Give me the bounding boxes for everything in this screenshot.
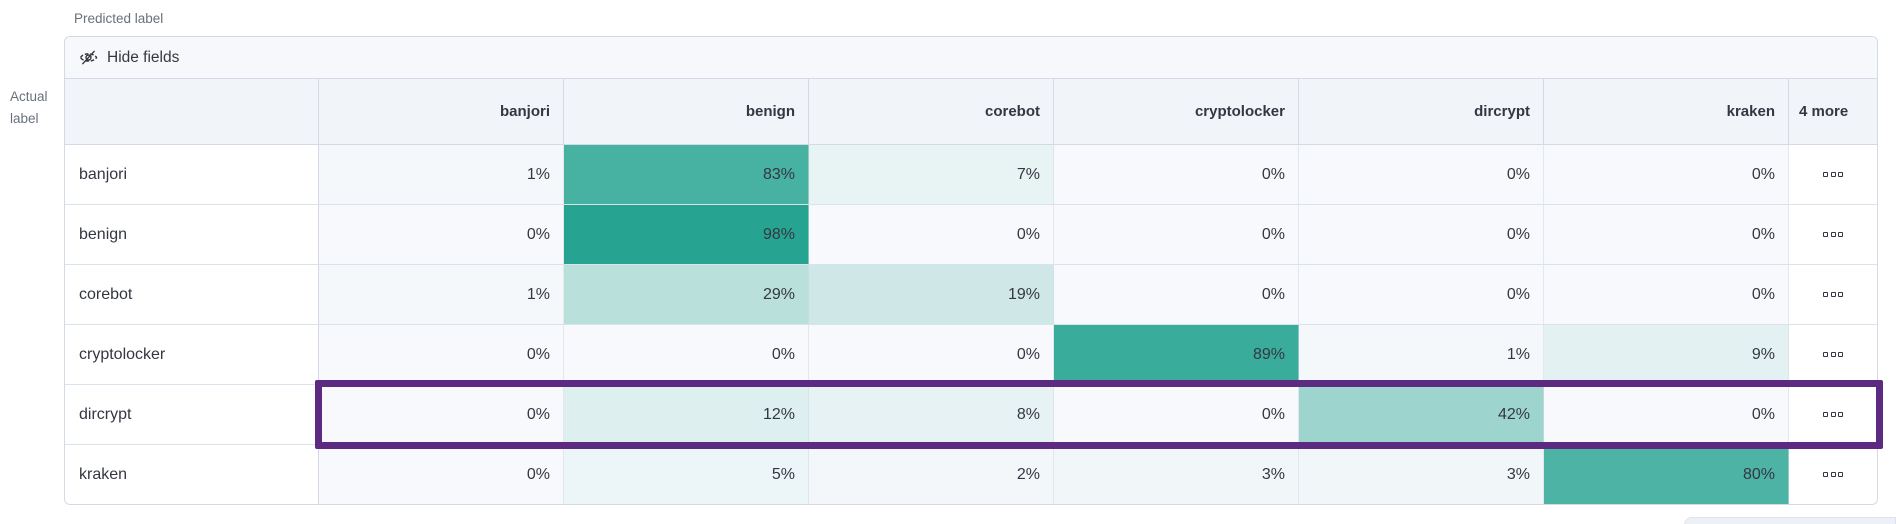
row-label-corebot: corebot <box>65 265 319 324</box>
cell-cryptolocker-cryptolocker[interactable]: 89% <box>1054 325 1299 384</box>
cell-banjori-benign[interactable]: 83% <box>564 145 809 204</box>
column-header-banjori[interactable]: banjori <box>319 79 564 144</box>
cell-dircrypt-benign[interactable]: 12% <box>564 385 809 444</box>
cell-banjori-corebot[interactable]: 7% <box>809 145 1054 204</box>
cell-corebot-kraken[interactable]: 0% <box>1544 265 1789 324</box>
cell-kraken-cryptolocker[interactable]: 3% <box>1054 445 1299 504</box>
corner-header-cell <box>65 79 319 144</box>
column-header-corebot[interactable]: corebot <box>809 79 1054 144</box>
matrix-row-dircrypt: dircrypt 0% 12% 8% 0% 42% 0% <box>65 380 1883 449</box>
row-more-cell-cryptolocker <box>1789 325 1877 384</box>
cell-corebot-banjori[interactable]: 1% <box>319 265 564 324</box>
hide-fields-label: Hide fields <box>107 48 180 66</box>
cell-benign-dircrypt[interactable]: 0% <box>1299 205 1544 264</box>
row-more-cell-banjori <box>1789 145 1877 204</box>
cell-corebot-dircrypt[interactable]: 0% <box>1299 265 1544 324</box>
cell-banjori-dircrypt[interactable]: 0% <box>1299 145 1544 204</box>
cell-banjori-cryptolocker[interactable]: 0% <box>1054 145 1299 204</box>
cell-kraken-banjori[interactable]: 0% <box>319 445 564 504</box>
cell-cryptolocker-kraken[interactable]: 9% <box>1544 325 1789 384</box>
cell-cryptolocker-dircrypt[interactable]: 1% <box>1299 325 1544 384</box>
cell-benign-banjori[interactable]: 0% <box>319 205 564 264</box>
cell-dircrypt-kraken[interactable]: 0% <box>1544 385 1789 444</box>
matrix-toolbar: Hide fields <box>65 37 1877 79</box>
predicted-label-axis-title: Predicted label <box>74 11 164 26</box>
boxes-horizontal-icon[interactable] <box>1819 408 1847 421</box>
matrix-row-corebot: corebot 1% 29% 19% 0% 0% 0% <box>65 265 1877 325</box>
row-label-benign: benign <box>65 205 319 264</box>
horizontal-scrollbar[interactable] <box>1684 517 1896 524</box>
row-label-banjori: banjori <box>65 145 319 204</box>
cell-corebot-benign[interactable]: 29% <box>564 265 809 324</box>
boxes-horizontal-icon[interactable] <box>1819 288 1847 301</box>
cell-banjori-banjori[interactable]: 1% <box>319 145 564 204</box>
cell-benign-corebot[interactable]: 0% <box>809 205 1054 264</box>
eye-closed-icon <box>79 48 98 67</box>
cell-kraken-dircrypt[interactable]: 3% <box>1299 445 1544 504</box>
cell-dircrypt-dircrypt[interactable]: 42% <box>1299 385 1544 444</box>
matrix-row-benign: benign 0% 98% 0% 0% 0% 0% <box>65 205 1877 265</box>
cell-kraken-benign[interactable]: 5% <box>564 445 809 504</box>
row-more-cell-dircrypt <box>1789 385 1877 444</box>
cell-kraken-kraken[interactable]: 80% <box>1544 445 1789 504</box>
cell-banjori-kraken[interactable]: 0% <box>1544 145 1789 204</box>
column-header-benign[interactable]: benign <box>564 79 809 144</box>
row-label-cryptolocker: cryptolocker <box>65 325 319 384</box>
matrix-row-banjori: banjori 1% 83% 7% 0% 0% 0% <box>65 145 1877 205</box>
cell-corebot-corebot[interactable]: 19% <box>809 265 1054 324</box>
column-header-kraken[interactable]: kraken <box>1544 79 1789 144</box>
boxes-horizontal-icon[interactable] <box>1819 468 1847 481</box>
cell-kraken-corebot[interactable]: 2% <box>809 445 1054 504</box>
boxes-horizontal-icon[interactable] <box>1819 348 1847 361</box>
cell-dircrypt-cryptolocker[interactable]: 0% <box>1054 385 1299 444</box>
matrix-rows: banjori 1% 83% 7% 0% 0% 0% benign 0% 98% 0% 0% 0% 0% c… <box>65 145 1883 504</box>
matrix-row-kraken: kraken 0% 5% 2% 3% 3% 80% <box>65 445 1877 504</box>
row-label-kraken: kraken <box>65 445 319 504</box>
row-more-cell-kraken <box>1789 445 1877 504</box>
row-label-dircrypt: dircrypt <box>65 385 319 444</box>
column-header-more[interactable]: 4 more <box>1799 102 1849 120</box>
cell-cryptolocker-banjori[interactable]: 0% <box>319 325 564 384</box>
column-header-dircrypt[interactable]: dircrypt <box>1299 79 1544 144</box>
cell-benign-benign[interactable]: 98% <box>564 205 809 264</box>
cell-dircrypt-banjori[interactable]: 0% <box>319 385 564 444</box>
cell-cryptolocker-benign[interactable]: 0% <box>564 325 809 384</box>
row-more-cell-benign <box>1789 205 1877 264</box>
matrix-row-cryptolocker: cryptolocker 0% 0% 0% 89% 1% 9% <box>65 325 1877 385</box>
matrix-header-row: banjori benign corebot cryptolocker dircrypt… <box>65 79 1877 145</box>
cell-cryptolocker-corebot[interactable]: 0% <box>809 325 1054 384</box>
cell-benign-kraken[interactable]: 0% <box>1544 205 1789 264</box>
boxes-horizontal-icon[interactable] <box>1819 168 1847 181</box>
cell-benign-cryptolocker[interactable]: 0% <box>1054 205 1299 264</box>
hide-fields-button[interactable]: Hide fields <box>79 48 179 67</box>
row-more-cell-corebot <box>1789 265 1877 324</box>
actual-label-axis-title: Actual label <box>10 89 48 126</box>
cell-corebot-cryptolocker[interactable]: 0% <box>1054 265 1299 324</box>
confusion-matrix-panel: Hide fields banjori benign corebot cryptolo… <box>64 36 1883 505</box>
column-header-cryptolocker[interactable]: cryptolocker <box>1054 79 1299 144</box>
boxes-horizontal-icon[interactable] <box>1819 228 1847 241</box>
cell-dircrypt-corebot[interactable]: 8% <box>809 385 1054 444</box>
